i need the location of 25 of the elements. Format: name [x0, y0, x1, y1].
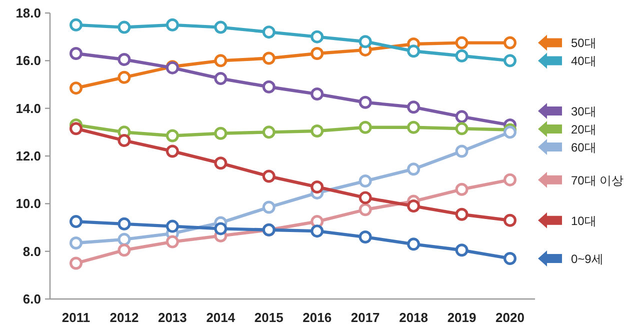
y-tick-label: 10.0	[16, 196, 41, 212]
legend-label: 40대	[571, 54, 596, 68]
x-tick-label: 2013	[158, 310, 187, 325]
legend-label: 30대	[571, 104, 596, 118]
legend-label: 60대	[571, 140, 596, 154]
x-tick-label: 2012	[110, 310, 139, 325]
x-tick-label: 2019	[447, 310, 476, 325]
y-tick-label: 12.0	[16, 148, 41, 164]
x-tick-label: 2014	[206, 310, 236, 325]
legend-label: 50대	[571, 36, 596, 50]
y-tick-label: 14.0	[16, 100, 41, 116]
legend-label: 70대 이상	[571, 173, 624, 188]
y-tick-label: 8.0	[22, 244, 41, 259]
x-tick-label: 2017	[350, 310, 380, 325]
x-tick-label: 2015	[254, 310, 284, 325]
y-tick-label: 18.0	[16, 6, 41, 20]
legend-label: 20대	[571, 122, 596, 136]
x-tick-label: 2018	[399, 310, 428, 325]
y-tick-label: 6.0	[22, 292, 41, 306]
x-tick-label: 2016	[302, 310, 332, 325]
y-tick-label: 16.0	[16, 53, 41, 68]
legend-label: 10대	[571, 214, 596, 228]
x-tick-label: 2020	[496, 310, 524, 325]
legend-label: 0~9세	[571, 252, 604, 266]
x-tick-label: 2011	[62, 310, 90, 325]
